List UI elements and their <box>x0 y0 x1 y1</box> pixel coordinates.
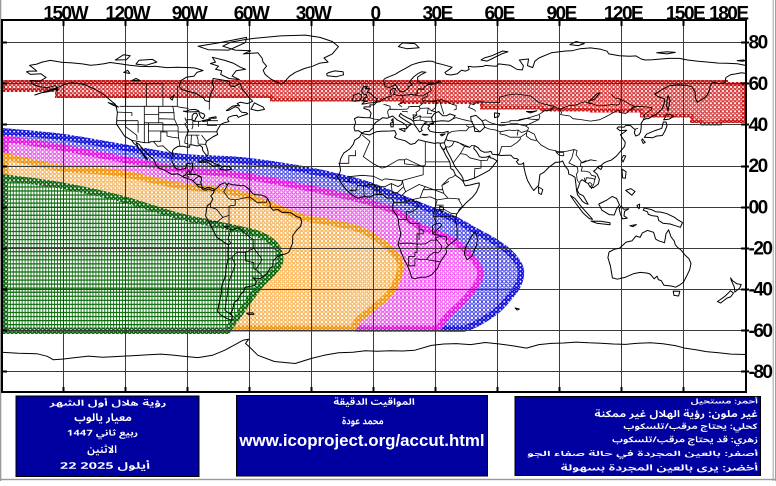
svg-text:-20: -20 <box>749 239 773 260</box>
svg-text:www.icoproject.org/accut.html: www.icoproject.org/accut.html <box>238 431 484 450</box>
svg-text:60E: 60E <box>484 3 514 24</box>
svg-text:40: 40 <box>749 115 768 136</box>
svg-text:90W: 90W <box>172 3 208 24</box>
svg-text:0: 0 <box>371 3 381 24</box>
svg-text:60W: 60W <box>234 3 270 24</box>
svg-text:120W: 120W <box>105 3 150 24</box>
svg-text:180E: 180E <box>709 3 748 24</box>
svg-text:00: 00 <box>749 197 768 218</box>
svg-text:120E: 120E <box>604 3 643 24</box>
svg-text:150E: 150E <box>666 3 705 24</box>
svg-text:-80: -80 <box>749 362 773 383</box>
svg-text:20: 20 <box>749 156 768 177</box>
svg-text:-40: -40 <box>749 280 773 301</box>
svg-text:30W: 30W <box>296 3 332 24</box>
svg-text:90E: 90E <box>546 3 576 24</box>
svg-text:60: 60 <box>749 74 768 95</box>
svg-text:150W: 150W <box>43 3 88 24</box>
svg-text:80: 80 <box>749 33 768 54</box>
svg-text:-60: -60 <box>749 321 773 342</box>
svg-text:30E: 30E <box>422 3 452 24</box>
